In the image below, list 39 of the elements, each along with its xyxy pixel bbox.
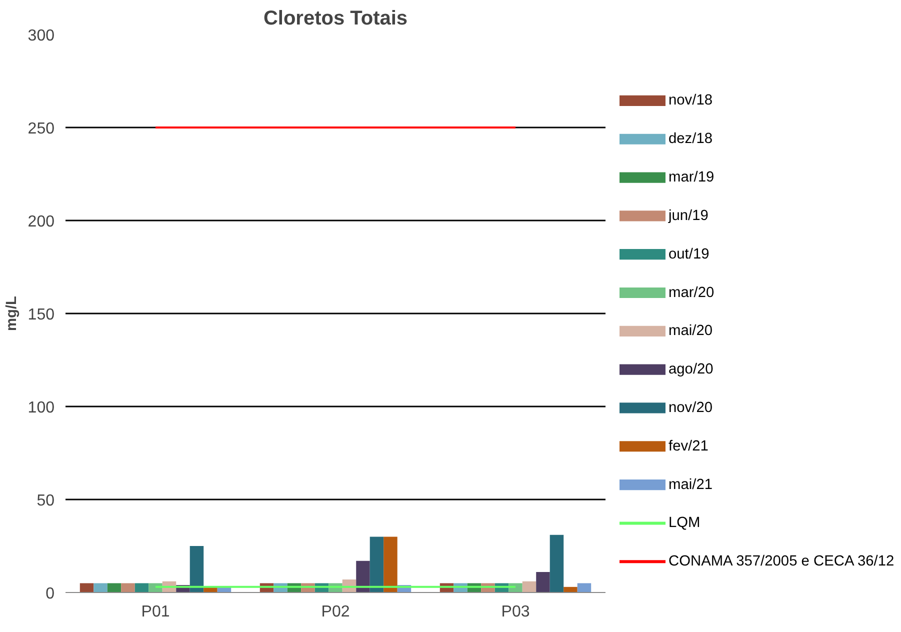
bar: [564, 586, 578, 592]
bar: [384, 536, 398, 592]
bar: [94, 583, 108, 592]
legend-label: LQM: [668, 515, 700, 532]
legend-label: ago/20: [668, 362, 714, 378]
y-tick-label: 300: [28, 28, 55, 44]
legend-label: mai/21: [668, 476, 712, 493]
x-tick-label: P03: [501, 604, 530, 620]
legend-label: out/19: [668, 246, 710, 262]
y-tick-label: 250: [28, 120, 55, 138]
x-tick-label: P02: [321, 604, 350, 620]
y-axis-title: mg/L: [4, 296, 20, 332]
bar: [80, 583, 94, 592]
legend-label: nov/18: [668, 92, 713, 109]
bar: [190, 546, 204, 592]
legend-label: fev/21: [668, 438, 708, 454]
legend-label: dez/18: [668, 131, 713, 148]
legend-label: CONAMA 357/2005 e CECA 36/12: [668, 554, 894, 570]
legend-label: mar/19: [668, 170, 714, 186]
y-tick-label: 150: [28, 306, 55, 324]
bar: [370, 536, 384, 592]
bar: [356, 560, 370, 592]
bar: [107, 583, 122, 592]
bar: [522, 581, 536, 592]
y-tick-label: 200: [28, 214, 55, 230]
bar: [550, 534, 564, 592]
legend-label: jun/19: [668, 208, 708, 224]
legend-label: mar/20: [668, 284, 714, 301]
y-tick-label: 50: [36, 492, 55, 510]
legend-label: nov/20: [668, 400, 713, 416]
y-tick-label: 0: [46, 586, 55, 602]
bar: [134, 583, 149, 592]
y-tick-label: 100: [28, 400, 55, 416]
bar: [121, 583, 135, 592]
legend-label: mai/20: [668, 323, 712, 340]
bar: [577, 583, 592, 592]
bar: [536, 572, 550, 592]
chart-title: Cloretos Totais: [263, 8, 408, 30]
x-tick-label: P01: [141, 604, 170, 620]
